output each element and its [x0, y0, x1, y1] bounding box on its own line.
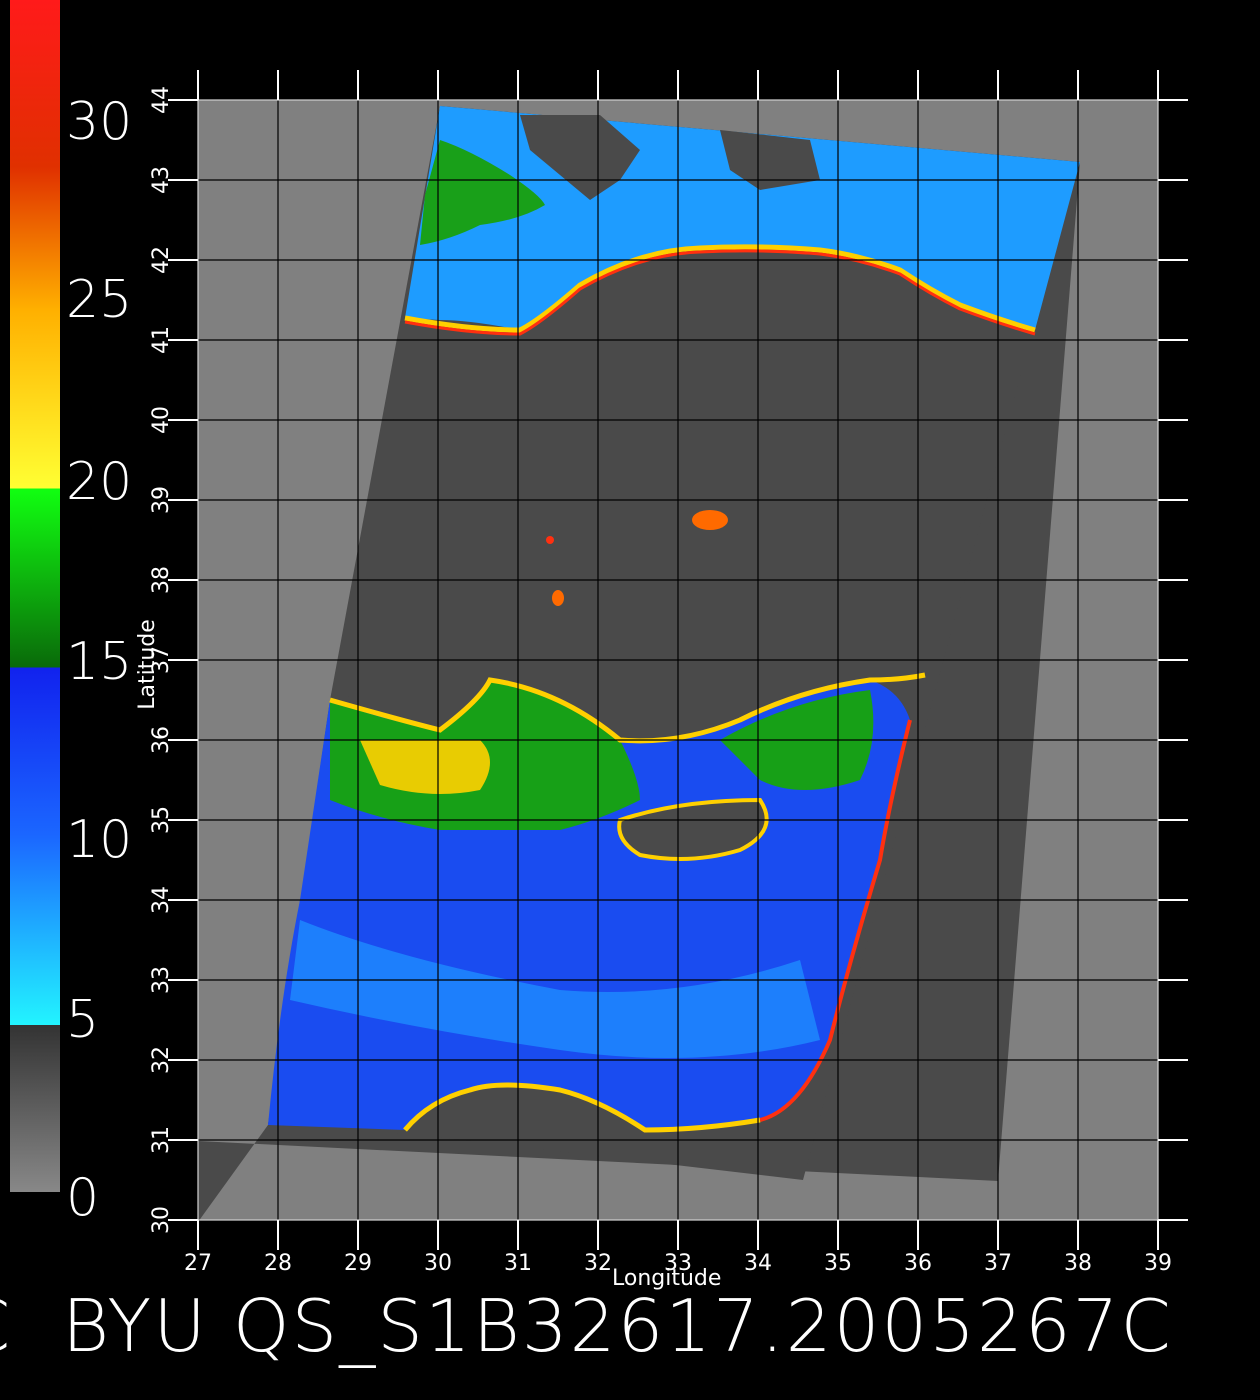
lake-small — [546, 536, 554, 544]
latitude-tick-label: 38 — [149, 566, 174, 594]
coast-band-egypt — [403, 1082, 761, 1133]
longitude-tick-label: 30 — [424, 1251, 452, 1276]
colorbar-label-25: 25 — [66, 270, 133, 330]
latitude-tick-labels: 30 31 32 33 34 35 36 37 38 39 40 41 42 43 44 — [149, 86, 174, 1234]
coast-band-north-red — [404, 249, 1036, 336]
latitude-tick-label: 36 — [149, 726, 174, 754]
longitude-tick-label: 31 — [504, 1251, 532, 1276]
colorbar-label-5: 5 — [66, 990, 100, 1050]
coast-band-levant — [759, 719, 912, 1122]
latitude-tick-label: 35 — [149, 806, 174, 834]
calm-patch — [520, 115, 640, 200]
longitude-tick-label: 34 — [744, 1251, 772, 1276]
calm-patch — [720, 130, 820, 190]
cyprus — [617, 797, 769, 861]
colorbar-label-30: 30 — [66, 92, 133, 152]
data-source-caption: C BYU QS_S1B32617.2005267C — [0, 1284, 1173, 1368]
coast-band-north — [404, 244, 1036, 333]
x-axis-title: Longitude — [612, 1266, 722, 1291]
latitude-tick-label: 41 — [149, 326, 174, 354]
black-sea-green-zone — [420, 140, 545, 245]
latitude-tick-label: 40 — [149, 406, 174, 434]
longitude-tick-label: 28 — [264, 1251, 292, 1276]
map-frame — [197, 99, 1159, 1221]
longitude-tick-label: 27 — [184, 1251, 212, 1276]
longitude-tick-label: 38 — [1064, 1251, 1092, 1276]
latitude-tick-label: 33 — [149, 966, 174, 994]
colorbar-label-10: 10 — [66, 810, 133, 870]
colorbar-label-20: 20 — [66, 452, 133, 512]
longitude-tick-label: 33 — [664, 1251, 692, 1276]
wind-jet-yellow — [360, 740, 490, 794]
longitude-tick-label: 35 — [824, 1251, 852, 1276]
latitude-tick-label: 42 — [149, 246, 174, 274]
axis-ticks — [168, 70, 1188, 1250]
latitude-tick-label: 44 — [149, 86, 174, 114]
colorbar-label-0: 0 — [66, 1168, 100, 1228]
latitude-tick-label: 31 — [149, 1126, 174, 1154]
latitude-tick-label: 37 — [149, 646, 174, 674]
longitude-tick-labels: 27 28 29 30 31 32 33 34 35 36 37 38 39 — [184, 1251, 1172, 1276]
longitude-tick-label: 37 — [984, 1251, 1012, 1276]
y-axis-title: Latitude — [134, 619, 160, 710]
longitude-tick-label: 29 — [344, 1251, 372, 1276]
latitude-tick-label: 32 — [149, 1046, 174, 1074]
latitude-tick-label: 39 — [149, 486, 174, 514]
latitude-tick-label: 43 — [149, 166, 174, 194]
mediterranean-light-band — [290, 920, 820, 1058]
longitude-tick-label: 36 — [904, 1251, 932, 1276]
longitude-tick-label: 39 — [1144, 1251, 1172, 1276]
latitude-tick-label: 34 — [149, 886, 174, 914]
lake-tuz — [692, 510, 728, 530]
colorbar — [10, 0, 60, 1192]
longitude-tick-label: 32 — [584, 1251, 612, 1276]
lake-egirdir — [552, 590, 564, 606]
latitude-tick-label: 30 — [149, 1206, 174, 1234]
colorbar-label-15: 15 — [66, 632, 133, 692]
